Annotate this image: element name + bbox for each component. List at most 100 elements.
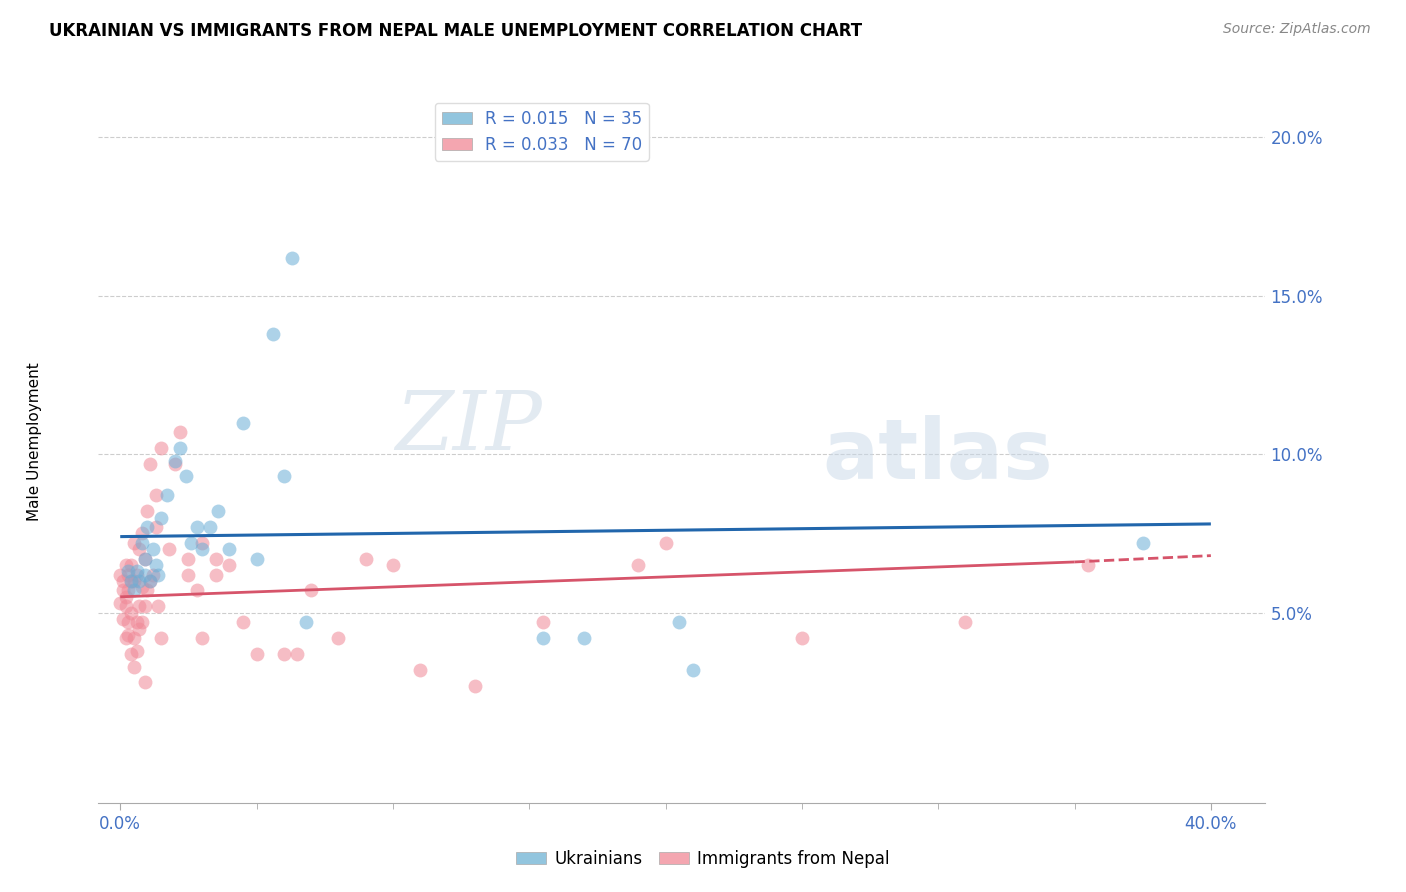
Point — [232, 615, 254, 630]
Point — [204, 567, 226, 582]
Point — [627, 558, 650, 573]
Point — [122, 574, 145, 588]
Point — [150, 510, 173, 524]
Point — [125, 565, 148, 579]
Point — [531, 631, 554, 645]
Point — [1077, 558, 1099, 573]
Point — [200, 520, 222, 534]
Point — [111, 583, 134, 598]
Point — [145, 520, 167, 534]
Point — [245, 647, 267, 661]
Point — [120, 574, 142, 588]
Point — [117, 628, 139, 642]
Point — [120, 606, 142, 620]
Point — [287, 647, 309, 661]
Point — [120, 558, 142, 573]
Point — [117, 565, 139, 579]
Point — [145, 558, 167, 573]
Point — [381, 558, 404, 573]
Point — [169, 441, 191, 455]
Point — [464, 679, 486, 693]
Point — [131, 536, 153, 550]
Point — [111, 612, 134, 626]
Point — [114, 590, 136, 604]
Point — [148, 567, 170, 582]
Text: ZIP: ZIP — [395, 387, 541, 467]
Point — [142, 567, 165, 582]
Point — [654, 536, 676, 550]
Point — [572, 631, 595, 645]
Point — [191, 542, 214, 557]
Point — [122, 583, 145, 598]
Point — [128, 622, 150, 636]
Point — [186, 520, 208, 534]
Point — [122, 631, 145, 645]
Point — [110, 596, 132, 610]
Point — [134, 599, 156, 614]
Point — [207, 504, 229, 518]
Point — [139, 457, 162, 471]
Point — [134, 567, 156, 582]
Point — [273, 469, 295, 483]
Point — [128, 574, 150, 588]
Point — [120, 647, 142, 661]
Point — [148, 599, 170, 614]
Point — [299, 583, 322, 598]
Point — [139, 574, 162, 588]
Point — [531, 615, 554, 630]
Point — [232, 416, 254, 430]
Point — [354, 551, 377, 566]
Point — [114, 558, 136, 573]
Point — [204, 551, 226, 566]
Point — [128, 599, 150, 614]
Point — [157, 542, 180, 557]
Point — [128, 542, 150, 557]
Point — [114, 599, 136, 614]
Point — [169, 425, 191, 439]
Point — [122, 536, 145, 550]
Point — [125, 643, 148, 657]
Point — [125, 567, 148, 582]
Text: atlas: atlas — [823, 416, 1053, 497]
Point — [174, 469, 197, 483]
Point — [177, 551, 200, 566]
Point — [136, 583, 159, 598]
Text: Source: ZipAtlas.com: Source: ZipAtlas.com — [1223, 22, 1371, 37]
Point — [668, 615, 690, 630]
Point — [134, 551, 156, 566]
Point — [136, 520, 159, 534]
Point — [409, 663, 432, 677]
Point — [682, 663, 704, 677]
Point — [142, 542, 165, 557]
Point — [131, 526, 153, 541]
Point — [122, 659, 145, 673]
Point — [218, 542, 240, 557]
Point — [150, 441, 173, 455]
Text: UKRAINIAN VS IMMIGRANTS FROM NEPAL MALE UNEMPLOYMENT CORRELATION CHART: UKRAINIAN VS IMMIGRANTS FROM NEPAL MALE … — [49, 22, 862, 40]
Point — [163, 453, 186, 467]
Point — [134, 675, 156, 690]
Point — [262, 326, 284, 341]
Point — [117, 567, 139, 582]
Point — [120, 574, 142, 588]
Point — [117, 583, 139, 598]
Point — [139, 574, 162, 588]
Legend: Ukrainians, Immigrants from Nepal: Ukrainians, Immigrants from Nepal — [509, 844, 897, 875]
Point — [131, 615, 153, 630]
Point — [191, 536, 214, 550]
Point — [191, 631, 214, 645]
Point — [136, 504, 159, 518]
Text: Male Unemployment: Male Unemployment — [27, 362, 42, 521]
Point — [150, 631, 173, 645]
Point — [1132, 536, 1154, 550]
Point — [180, 536, 202, 550]
Point — [163, 457, 186, 471]
Point — [218, 558, 240, 573]
Point — [281, 251, 304, 265]
Point — [155, 488, 177, 502]
Point — [294, 615, 316, 630]
Legend: R = 0.015   N = 35, R = 0.033   N = 70: R = 0.015 N = 35, R = 0.033 N = 70 — [434, 103, 648, 161]
Point — [117, 615, 139, 630]
Point — [125, 615, 148, 630]
Point — [145, 488, 167, 502]
